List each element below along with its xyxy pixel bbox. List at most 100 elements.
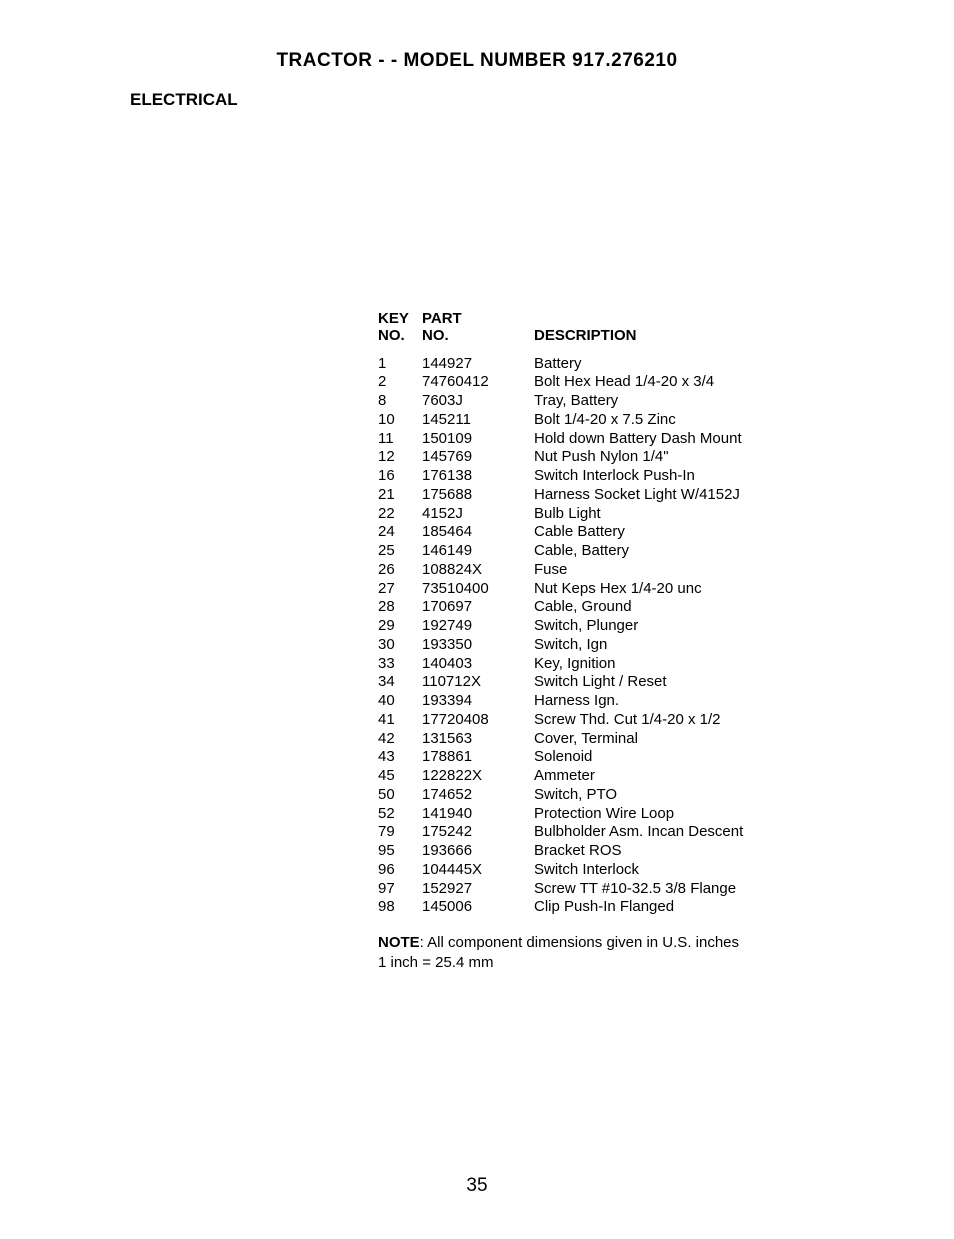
- cell-part: 152927: [422, 880, 534, 899]
- cell-part: 193394: [422, 692, 534, 711]
- table-row: 12145769Nut Push Nylon 1/4": [378, 448, 894, 467]
- cell-desc: Switch, Ign: [534, 636, 894, 655]
- table-row: 24185464Cable Battery: [378, 523, 894, 542]
- cell-desc: Harness Ign.: [534, 692, 894, 711]
- table-row: 34110712XSwitch Light / Reset: [378, 673, 894, 692]
- table-row: 1144927Battery: [378, 355, 894, 374]
- cell-key: 41: [378, 711, 422, 730]
- table-row: 33140403Key, Ignition: [378, 655, 894, 674]
- cell-key: 97: [378, 880, 422, 899]
- header-part: PART NO.: [422, 310, 534, 345]
- cell-desc: Key, Ignition: [534, 655, 894, 674]
- cell-key: 22: [378, 505, 422, 524]
- cell-desc: Switch Light / Reset: [534, 673, 894, 692]
- table-row: 4117720408Screw Thd. Cut 1/4-20 x 1/2: [378, 711, 894, 730]
- cell-part: 74760412: [422, 373, 534, 392]
- cell-desc: Bulb Light: [534, 505, 894, 524]
- cell-part: 108824X: [422, 561, 534, 580]
- note-line2: 1 inch = 25.4 mm: [378, 954, 493, 971]
- table-row: 52141940Protection Wire Loop: [378, 805, 894, 824]
- table-row: 50174652Switch, PTO: [378, 786, 894, 805]
- cell-key: 96: [378, 861, 422, 880]
- cell-part: 7603J: [422, 392, 534, 411]
- cell-key: 29: [378, 617, 422, 636]
- cell-part: 175688: [422, 486, 534, 505]
- cell-part: 185464: [422, 523, 534, 542]
- cell-desc: Battery: [534, 355, 894, 374]
- cell-desc: Switch, Plunger: [534, 617, 894, 636]
- page-title: TRACTOR - - MODEL NUMBER 917.276210: [60, 50, 894, 72]
- cell-key: 34: [378, 673, 422, 692]
- cell-key: 28: [378, 598, 422, 617]
- header-key: KEY NO.: [378, 310, 422, 345]
- cell-desc: Nut Push Nylon 1/4": [534, 448, 894, 467]
- cell-key: 43: [378, 748, 422, 767]
- cell-part: 178861: [422, 748, 534, 767]
- cell-key: 30: [378, 636, 422, 655]
- header-key-line1: KEY: [378, 310, 422, 327]
- cell-key: 45: [378, 767, 422, 786]
- cell-desc: Switch Interlock Push-In: [534, 467, 894, 486]
- cell-part: 170697: [422, 598, 534, 617]
- note-label: NOTE: [378, 934, 420, 951]
- cell-desc: Bulbholder Asm. Incan Descent: [534, 823, 894, 842]
- table-row: 10145211Bolt 1/4-20 x 7.5 Zinc: [378, 411, 894, 430]
- cell-desc: Cable, Ground: [534, 598, 894, 617]
- cell-key: 1: [378, 355, 422, 374]
- cell-part: 174652: [422, 786, 534, 805]
- table-row: 96104445XSwitch Interlock: [378, 861, 894, 880]
- cell-part: 193666: [422, 842, 534, 861]
- cell-key: 26: [378, 561, 422, 580]
- table-row: 87603JTray, Battery: [378, 392, 894, 411]
- cell-key: 8: [378, 392, 422, 411]
- table-row: 224152JBulb Light: [378, 505, 894, 524]
- cell-desc: Ammeter: [534, 767, 894, 786]
- cell-key: 50: [378, 786, 422, 805]
- table-row: 40193394Harness Ign.: [378, 692, 894, 711]
- cell-desc: Cable, Battery: [534, 542, 894, 561]
- cell-key: 12: [378, 448, 422, 467]
- cell-key: 40: [378, 692, 422, 711]
- cell-key: 2: [378, 373, 422, 392]
- cell-desc: Hold down Battery Dash Mount: [534, 430, 894, 449]
- cell-part: 110712X: [422, 673, 534, 692]
- cell-part: 73510400: [422, 580, 534, 599]
- cell-desc: Tray, Battery: [534, 392, 894, 411]
- cell-part: 175242: [422, 823, 534, 842]
- cell-key: 25: [378, 542, 422, 561]
- page-number: 35: [0, 1175, 954, 1197]
- cell-desc: Cable Battery: [534, 523, 894, 542]
- table-row: 97152927Screw TT #10-32.5 3/8 Flange: [378, 880, 894, 899]
- cell-part: 146149: [422, 542, 534, 561]
- table-header-row: KEY NO. PART NO. DESCRIPTION: [378, 310, 894, 345]
- cell-desc: Switch, PTO: [534, 786, 894, 805]
- cell-desc: Solenoid: [534, 748, 894, 767]
- cell-part: 150109: [422, 430, 534, 449]
- header-desc-text: DESCRIPTION: [534, 327, 894, 344]
- cell-desc: Cover, Terminal: [534, 730, 894, 749]
- cell-key: 98: [378, 898, 422, 917]
- header-desc: DESCRIPTION: [534, 310, 894, 345]
- table-row: 25146149Cable, Battery: [378, 542, 894, 561]
- cell-part: 104445X: [422, 861, 534, 880]
- cell-desc: Bolt Hex Head 1/4-20 x 3/4: [534, 373, 894, 392]
- header-part-line2: NO.: [422, 327, 534, 344]
- header-desc-spacer: [534, 310, 894, 327]
- table-row: 30193350Switch, Ign: [378, 636, 894, 655]
- table-row: 42131563Cover, Terminal: [378, 730, 894, 749]
- cell-key: 52: [378, 805, 422, 824]
- cell-part: 145006: [422, 898, 534, 917]
- cell-part: 144927: [422, 355, 534, 374]
- table-row: 29192749Switch, Plunger: [378, 617, 894, 636]
- cell-key: 11: [378, 430, 422, 449]
- table-row: 11150109Hold down Battery Dash Mount: [378, 430, 894, 449]
- cell-key: 21: [378, 486, 422, 505]
- cell-key: 79: [378, 823, 422, 842]
- cell-key: 24: [378, 523, 422, 542]
- table-row: 16176138Switch Interlock Push-In: [378, 467, 894, 486]
- table-row: 2773510400Nut Keps Hex 1/4-20 unc: [378, 580, 894, 599]
- cell-part: 122822X: [422, 767, 534, 786]
- table-row: 26108824XFuse: [378, 561, 894, 580]
- cell-part: 145211: [422, 411, 534, 430]
- cell-desc: Switch Interlock: [534, 861, 894, 880]
